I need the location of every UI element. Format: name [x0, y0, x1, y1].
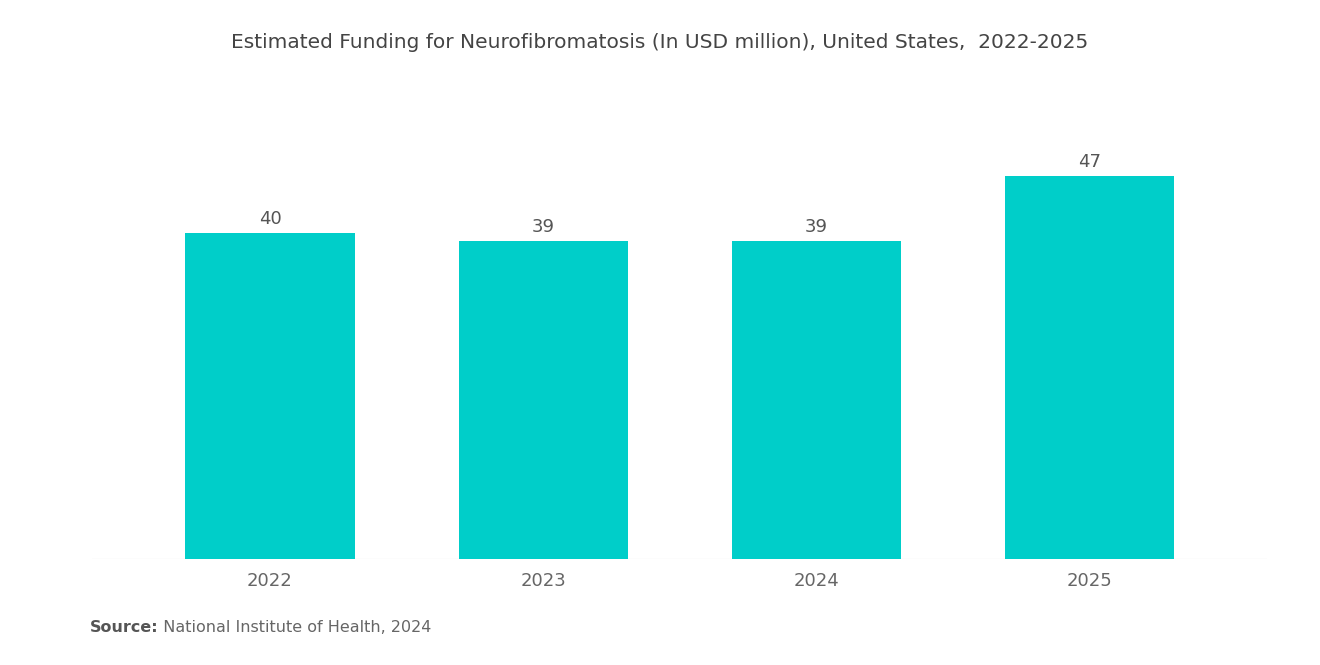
Text: 39: 39	[805, 218, 828, 236]
Text: Estimated Funding for Neurofibromatosis (In USD million), United States,  2022-2: Estimated Funding for Neurofibromatosis …	[231, 33, 1089, 53]
Text: National Institute of Health, 2024: National Institute of Health, 2024	[153, 620, 432, 635]
Bar	[185, 233, 355, 559]
Text: 47: 47	[1078, 153, 1101, 171]
Bar	[731, 241, 902, 559]
Bar	[1005, 176, 1175, 559]
Text: 40: 40	[259, 210, 281, 228]
Bar	[458, 241, 628, 559]
Text: 39: 39	[532, 218, 554, 236]
Text: Source:: Source:	[90, 620, 158, 635]
